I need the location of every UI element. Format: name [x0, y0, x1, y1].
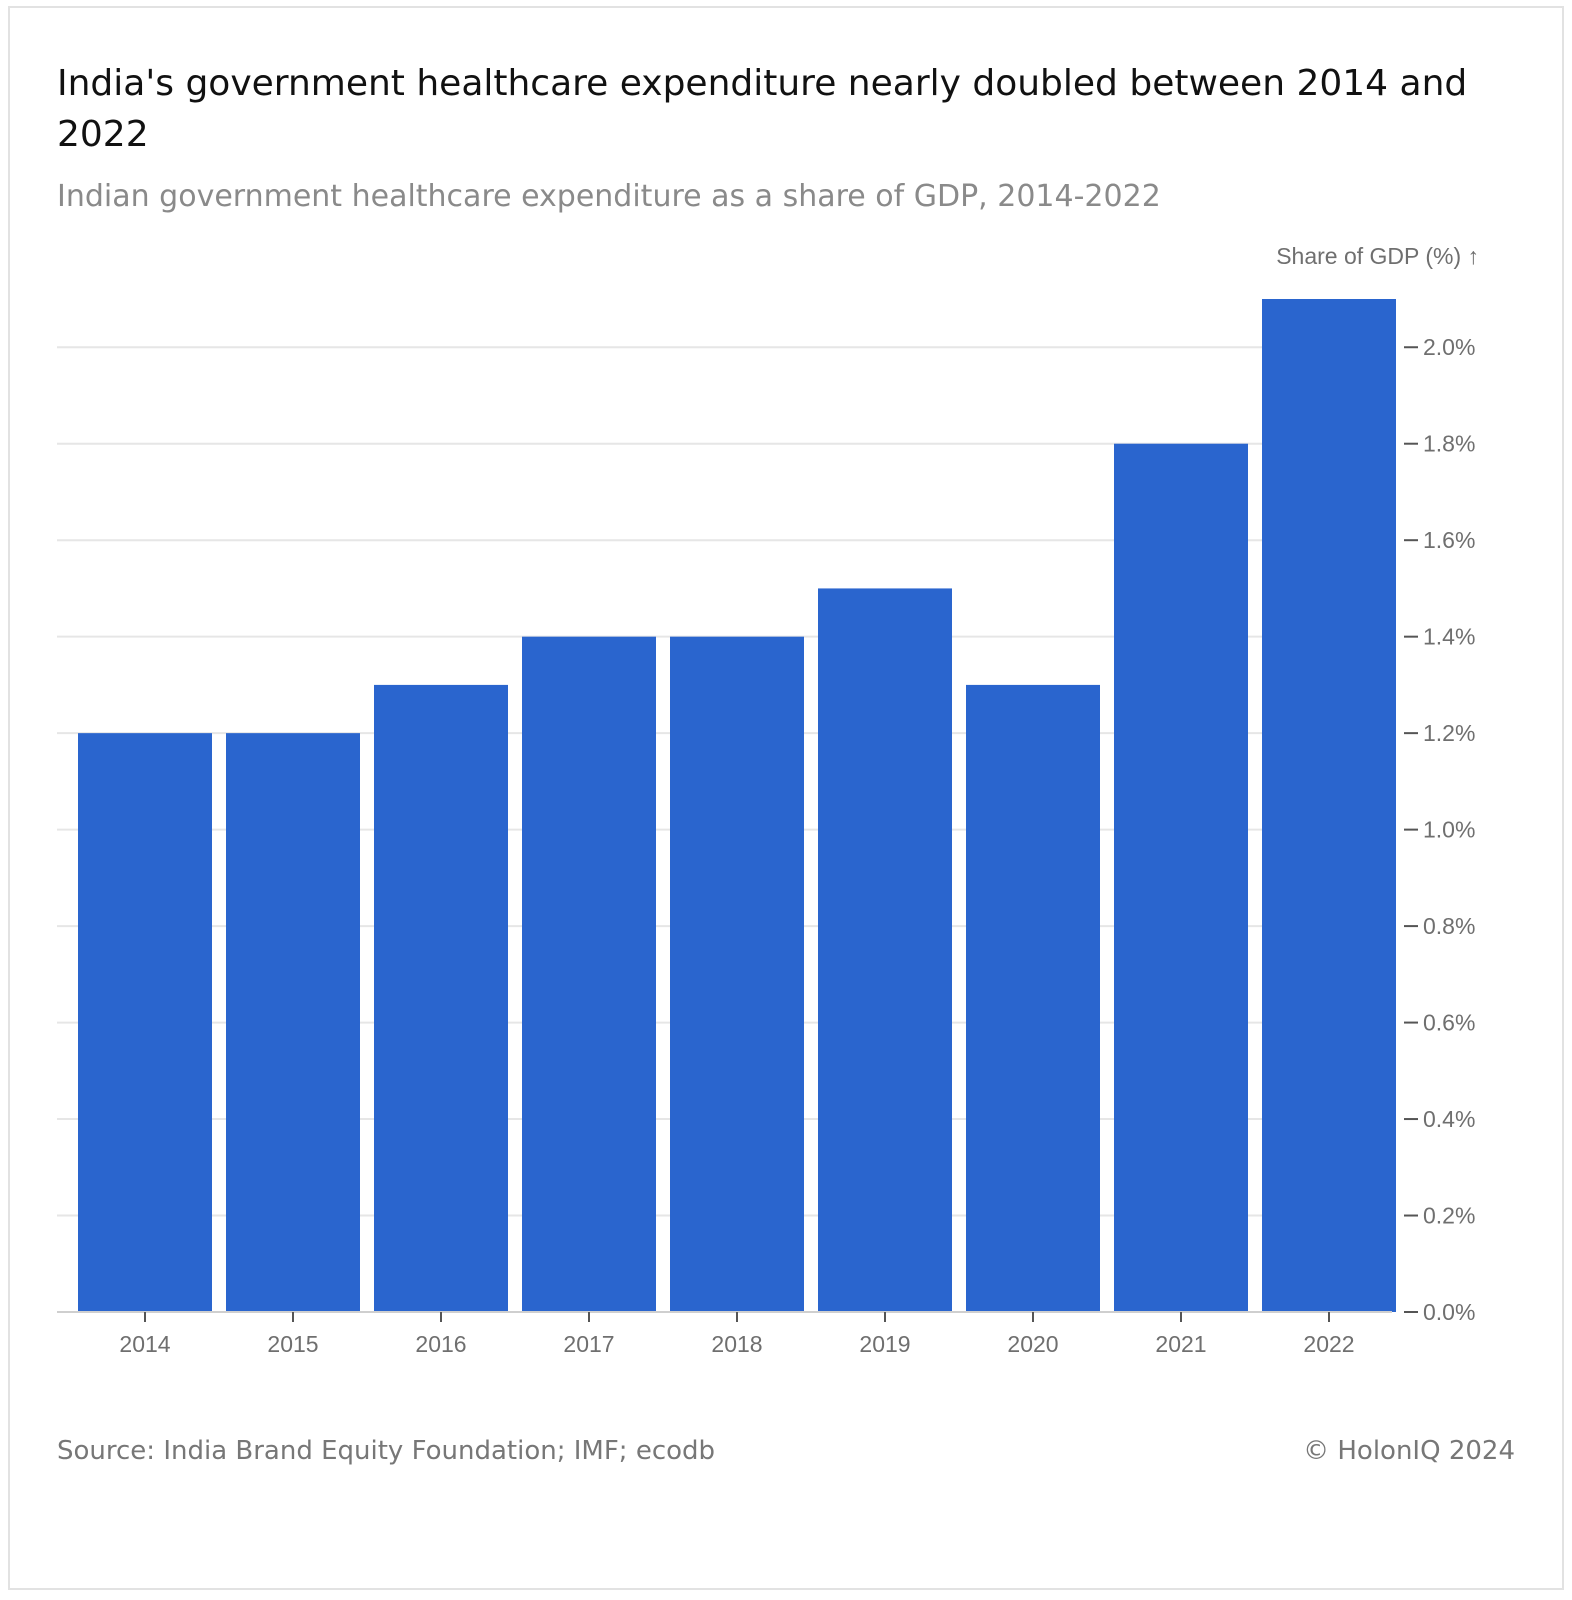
copyright-note: © HolonIQ 2024	[1303, 1436, 1515, 1466]
y-axis-label: Share of GDP (%) ↑	[1276, 243, 1479, 269]
bar-2014	[78, 733, 212, 1312]
bar-2017	[522, 636, 656, 1312]
x-tick-label: 2022	[1303, 1331, 1354, 1357]
bar-2016	[374, 684, 508, 1312]
y-tick-label: 1.6%	[1423, 527, 1475, 553]
chart-title: India's government healthcare expenditur…	[57, 63, 1468, 155]
axes: 0.0% 0.2% 0.4% 0.6% 0.8% 1.0% 1.2% 1.4% 1.6% 1.8%…	[57, 243, 1479, 1357]
x-tick-label: 2019	[859, 1331, 910, 1357]
y-tick-label: 0.2%	[1423, 1203, 1475, 1229]
source-note: Source: India Brand Equity Foundation; I…	[57, 1436, 716, 1466]
y-tick-label: 1.8%	[1423, 431, 1475, 457]
x-tick-label: 2020	[1007, 1331, 1058, 1357]
bar-2018	[670, 636, 804, 1312]
bar-2019	[818, 588, 952, 1312]
bar-2015	[226, 733, 360, 1312]
bar-2022	[1262, 299, 1396, 1312]
y-tick-label: 2.0%	[1423, 334, 1475, 360]
y-tick-label: 0.6%	[1423, 1010, 1475, 1036]
x-tick-label: 2021	[1155, 1331, 1206, 1357]
y-tick-label: 1.2%	[1423, 720, 1475, 746]
y-tick-label: 1.0%	[1423, 817, 1475, 843]
y-tick-label: 0.0%	[1423, 1299, 1475, 1325]
y-tick-label: 1.4%	[1423, 624, 1475, 650]
x-tick-label: 2018	[711, 1331, 762, 1357]
x-tick-label: 2016	[415, 1331, 466, 1357]
bar-2021	[1114, 443, 1248, 1312]
x-tick-label: 2017	[563, 1331, 614, 1357]
chart-subtitle: Indian government healthcare expenditure…	[57, 179, 1161, 214]
bar-2020	[966, 684, 1100, 1312]
y-tick-label: 0.8%	[1423, 913, 1475, 939]
y-tick-label: 0.4%	[1423, 1106, 1475, 1132]
x-tick-label: 2014	[119, 1331, 170, 1357]
x-tick-label: 2015	[267, 1331, 318, 1357]
bars	[78, 299, 1396, 1312]
